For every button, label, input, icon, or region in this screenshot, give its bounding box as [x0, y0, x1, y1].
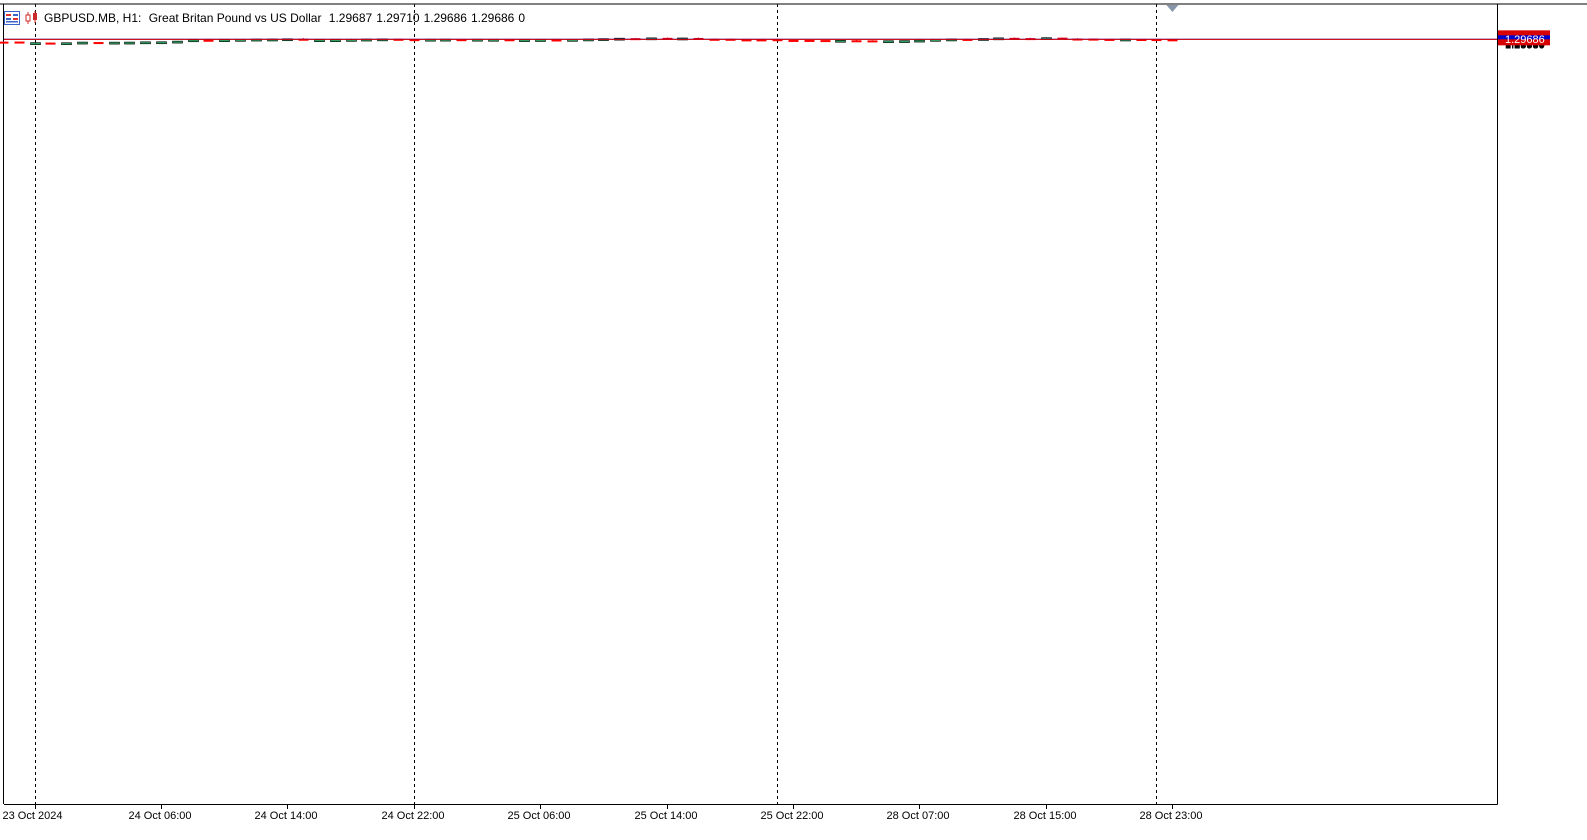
time-tick-label: 24 Oct 06:00	[129, 810, 192, 822]
ohlc-low: 1.29686	[423, 11, 467, 25]
candle-body[interactable]	[519, 39, 530, 42]
candle-body[interactable]	[804, 39, 815, 42]
ask-price-tag	[1498, 35, 1550, 40]
chart-header-text: GBPUSD.MB, H1: Great Britan Pound vs US …	[44, 11, 529, 25]
candle-body[interactable]	[61, 42, 72, 46]
symbol-label: GBPUSD.MB, H1:	[44, 11, 142, 25]
candle-body[interactable]	[867, 40, 878, 43]
time-tick-label: 25 Oct 22:00	[761, 810, 824, 822]
current-price-label: 1.29686	[1505, 34, 1545, 46]
time-tick-label: 28 Oct 07:00	[887, 810, 950, 822]
candle-body[interactable]	[741, 39, 752, 42]
candle-body[interactable]	[456, 39, 467, 42]
chart-shift-marker[interactable]	[1166, 5, 1179, 12]
candle-body[interactable]	[1057, 37, 1068, 40]
candle-body[interactable]	[30, 42, 41, 45]
candle-body[interactable]	[124, 41, 135, 45]
candle-body[interactable]	[914, 39, 925, 43]
candle-body[interactable]	[45, 42, 56, 45]
ohlc-close: 1.29686	[470, 11, 515, 25]
time-tick-label: 28 Oct 15:00	[1014, 810, 1077, 822]
candle-body[interactable]	[314, 39, 325, 43]
candle-body[interactable]	[409, 39, 420, 42]
ohlc-open: 1.29687	[328, 11, 373, 25]
candle-body[interactable]	[330, 39, 341, 43]
candle-body[interactable]	[788, 39, 799, 42]
candle-body[interactable]	[1151, 39, 1162, 42]
time-tick-label: 25 Oct 06:00	[508, 810, 571, 822]
candle-body[interactable]	[93, 42, 104, 45]
candle-body[interactable]	[851, 40, 862, 43]
candle-body[interactable]	[109, 41, 120, 45]
candle-body[interactable]	[962, 38, 973, 41]
time-tick-label: 23 Oct 2024	[3, 810, 63, 822]
candle-body[interactable]	[835, 39, 846, 43]
time-tick-label: 24 Oct 22:00	[382, 810, 445, 822]
candles-icon[interactable]	[24, 11, 40, 25]
tick-volume: 0	[518, 11, 526, 25]
candle-body[interactable]	[756, 39, 767, 42]
candle-body[interactable]	[77, 41, 88, 45]
candle-body[interactable]	[140, 41, 151, 45]
candle-body[interactable]	[1167, 39, 1178, 42]
candle-body[interactable]	[772, 39, 783, 42]
candle-body[interactable]	[820, 40, 831, 43]
candle-body[interactable]	[172, 40, 183, 44]
candle-body[interactable]	[219, 39, 230, 43]
time-tick-label: 28 Oct 23:00	[1140, 810, 1203, 822]
candle-body[interactable]	[156, 41, 167, 45]
time-tick-label: 24 Oct 14:00	[255, 810, 318, 822]
candle-body[interactable]	[504, 39, 515, 42]
candle-body[interactable]	[899, 40, 910, 43]
chart-header: GBPUSD.MB, H1: Great Britan Pound vs US …	[4, 9, 529, 27]
candle-body[interactable]	[188, 39, 199, 43]
chart-list-icon[interactable]	[4, 11, 20, 25]
candle-body[interactable]	[14, 41, 25, 44]
candle-body[interactable]	[1104, 38, 1115, 41]
candle-body[interactable]	[0, 41, 9, 44]
candle-body[interactable]	[883, 40, 894, 44]
candle-body[interactable]	[203, 39, 214, 42]
ohlc-high: 1.29710	[376, 11, 420, 25]
candle-body[interactable]	[551, 39, 562, 42]
candle-body[interactable]	[1136, 38, 1147, 41]
symbol-description: Great Britan Pound vs US Dollar	[148, 11, 322, 25]
time-tick-label: 25 Oct 14:00	[635, 810, 698, 822]
